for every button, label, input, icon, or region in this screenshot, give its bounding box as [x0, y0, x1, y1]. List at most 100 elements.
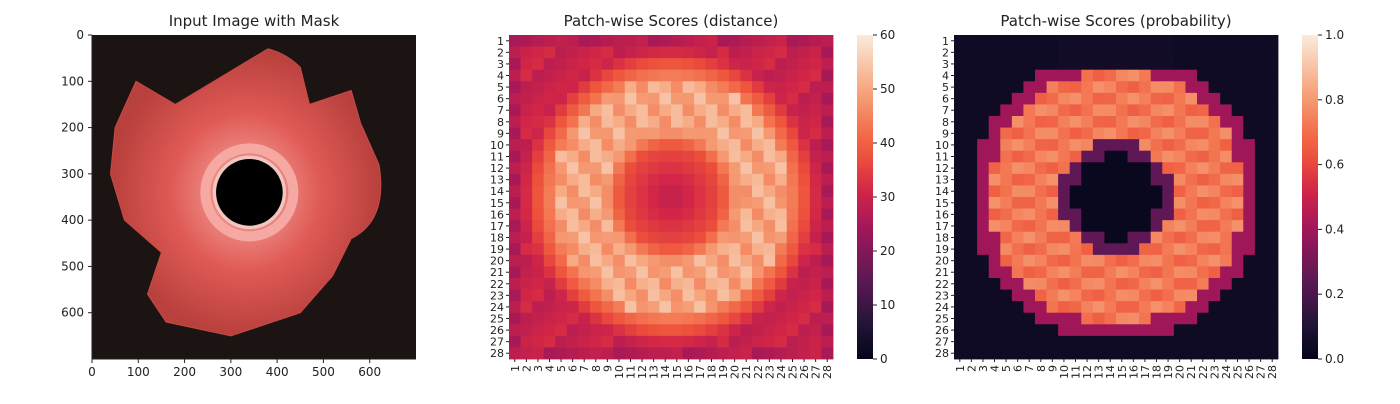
- probability-colorbar: 0.00.20.40.60.81.0: [1302, 28, 1344, 366]
- heatmap-cell: [671, 243, 683, 256]
- heatmap-cell: [1208, 92, 1221, 105]
- heatmap-cell: [671, 335, 683, 348]
- x-tick-label: 16: [1127, 365, 1140, 379]
- heatmap-cell: [1035, 35, 1047, 47]
- heatmap-cell: [509, 185, 521, 198]
- heatmap-cell: [682, 46, 695, 59]
- probability-heatmap-cells: [954, 35, 1279, 360]
- heatmap-cell: [752, 289, 764, 302]
- heatmap-cell: [543, 81, 556, 94]
- heatmap-cell: [965, 266, 978, 279]
- heatmap-cell: [740, 301, 753, 314]
- heatmap-cell: [1173, 231, 1186, 244]
- x-tick-label: 17: [1139, 365, 1152, 379]
- heatmap-cell: [601, 173, 614, 186]
- heatmap-cell: [1011, 335, 1024, 348]
- heatmap-cell: [613, 301, 626, 314]
- x-tick-label: 23: [763, 365, 776, 379]
- heatmap-cell: [809, 312, 822, 325]
- distance-heatmap-panel: Patch-wise Scores (distance) 12345678910…: [490, 12, 895, 379]
- heatmap-cell: [532, 301, 545, 314]
- heatmap-cell: [1220, 231, 1233, 244]
- heatmap-cell: [1185, 46, 1198, 59]
- heatmap-cell: [1197, 92, 1209, 105]
- heatmap-cell: [624, 220, 637, 233]
- heatmap-cell: [613, 335, 626, 348]
- heatmap-cell: [1000, 150, 1013, 163]
- heatmap-cell: [613, 173, 626, 186]
- heatmap-cell: [1127, 347, 1140, 360]
- heatmap-cell: [694, 208, 707, 221]
- heatmap-cell: [1197, 81, 1209, 94]
- heatmap-cell: [977, 139, 990, 152]
- heatmap-cell: [1208, 301, 1221, 314]
- y-tick-label: 26: [490, 324, 504, 337]
- heatmap-cell: [1081, 197, 1094, 209]
- heatmap-cell: [977, 243, 990, 256]
- heatmap-cell: [682, 301, 695, 314]
- heatmap-cell: [717, 243, 730, 256]
- heatmap-cell: [717, 197, 730, 209]
- heatmap-cell: [1092, 289, 1105, 302]
- heatmap-cell: [705, 266, 718, 279]
- heatmap-cell: [728, 231, 741, 244]
- heatmap-cell: [555, 35, 568, 47]
- x-tick-label: 5: [1000, 365, 1013, 372]
- y-tick-label: 11: [490, 151, 504, 164]
- heatmap-cell: [1116, 116, 1128, 128]
- heatmap-cell: [1139, 162, 1152, 175]
- heatmap-cell: [647, 324, 660, 337]
- heatmap-cell: [647, 254, 660, 267]
- heatmap-cell: [520, 220, 533, 233]
- heatmap-cell: [694, 58, 707, 71]
- heatmap-cell: [1162, 46, 1175, 59]
- heatmap-cell: [659, 173, 672, 186]
- heatmap-cell: [1220, 197, 1233, 209]
- heatmap-cell: [1116, 185, 1128, 198]
- heatmap-cell: [543, 301, 556, 314]
- heatmap-cell: [717, 139, 730, 152]
- heatmap-cell: [566, 231, 579, 244]
- x-tick-label: 9: [601, 365, 614, 372]
- heatmap-cell: [1092, 69, 1105, 82]
- heatmap-cell: [671, 254, 683, 267]
- x-tick-label: 200: [173, 365, 196, 379]
- heatmap-cell: [775, 139, 788, 152]
- heatmap-cell: [1104, 231, 1117, 244]
- heatmap-cell: [578, 197, 591, 209]
- heatmap-cell: [786, 243, 799, 256]
- heatmap-cell: [1058, 150, 1071, 163]
- heatmap-cell: [786, 347, 799, 360]
- heatmap-cell: [954, 173, 966, 186]
- heatmap-cell: [1116, 243, 1128, 256]
- heatmap-cell: [786, 312, 799, 325]
- heatmap-cell: [1058, 312, 1071, 325]
- heatmap-cell: [988, 289, 1001, 302]
- heatmap-cell: [728, 162, 741, 175]
- heatmap-cell: [717, 150, 730, 163]
- heatmap-cell: [1266, 231, 1279, 244]
- heatmap-cell: [578, 127, 591, 140]
- heatmap-cell: [1243, 58, 1256, 71]
- heatmap-cell: [1243, 162, 1256, 175]
- heatmap-cell: [740, 81, 753, 94]
- heatmap-cell: [543, 104, 556, 117]
- heatmap-cell: [1104, 254, 1117, 267]
- heatmap-cell: [1127, 254, 1140, 267]
- y-tick-label: 400: [61, 213, 84, 227]
- heatmap-cell: [1069, 312, 1082, 325]
- heatmap-cell: [1197, 173, 1209, 186]
- heatmap-cell: [1254, 127, 1267, 140]
- heatmap-cell: [1266, 301, 1279, 314]
- heatmap-cell: [1231, 173, 1244, 186]
- heatmap-cell: [821, 46, 834, 59]
- heatmap-cell: [775, 185, 788, 198]
- heatmap-cell: [1266, 243, 1279, 256]
- heatmap-cell: [1243, 278, 1256, 290]
- heatmap-cell: [613, 46, 626, 59]
- heatmap-cell: [1011, 58, 1024, 71]
- heatmap-cell: [954, 162, 966, 175]
- heatmap-cell: [1150, 127, 1163, 140]
- heatmap-cell: [1046, 220, 1059, 233]
- heatmap-cell: [798, 266, 811, 279]
